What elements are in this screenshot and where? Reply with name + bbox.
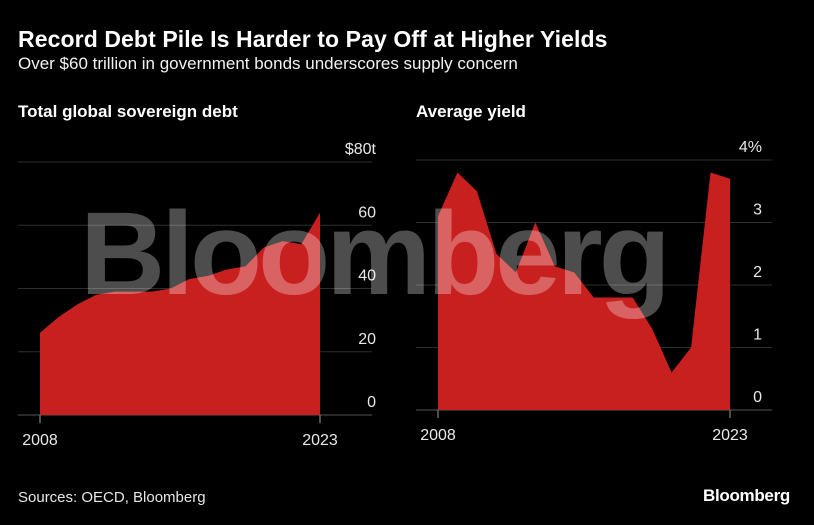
chart-title: Record Debt Pile Is Harder to Pay Off at… xyxy=(18,26,608,52)
yield-x-tick-label: 2023 xyxy=(712,427,748,444)
left-panel-title: Total global sovereign debt xyxy=(18,102,238,121)
debt-x-tick-label: 2008 xyxy=(22,432,58,449)
debt-y-tick-label: 0 xyxy=(367,394,376,411)
debt-y-tick-label: 60 xyxy=(358,204,376,221)
yield-area xyxy=(438,172,730,410)
bloomberg-logo: Bloomberg xyxy=(702,486,790,505)
sovereign-debt-chart: $80t 60 40 20 0 2008 2023 xyxy=(18,141,377,449)
yield-x-tick-label: 2008 xyxy=(420,427,456,444)
debt-y-tick-label: $80t xyxy=(345,141,377,158)
average-yield-chart: 4% 3 2 1 0 2008 2023 xyxy=(416,139,772,444)
yield-y-tick-label: 3 xyxy=(753,202,762,219)
debt-area xyxy=(40,212,320,415)
yield-y-tick-label: 0 xyxy=(753,389,762,406)
debt-y-tick-label: 20 xyxy=(358,331,376,348)
debt-x-tick-label: 2023 xyxy=(302,432,338,449)
right-panel-title: Average yield xyxy=(416,102,526,121)
yield-y-tick-label: 2 xyxy=(753,264,762,281)
debt-y-tick-label: 40 xyxy=(358,268,376,285)
yield-y-tick-label: 4% xyxy=(739,139,762,156)
source-note: Sources: OECD, Bloomberg xyxy=(18,489,206,506)
yield-y-tick-label: 1 xyxy=(753,327,762,344)
chart-subtitle: Over $60 trillion in government bonds un… xyxy=(18,54,518,73)
